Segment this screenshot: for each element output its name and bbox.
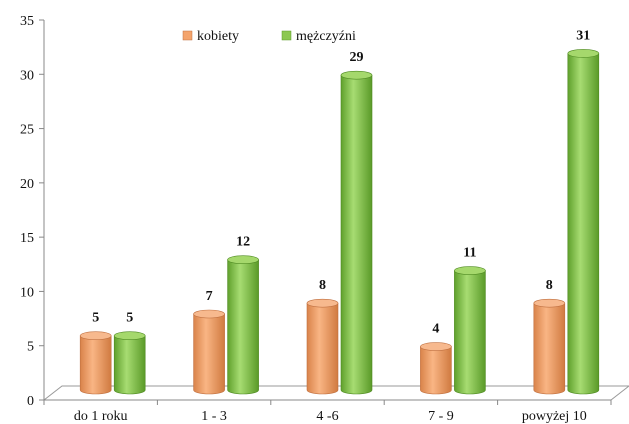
x-tick-label: 1 - 3 (201, 409, 227, 424)
legend-swatch-mezczyzni (281, 30, 292, 41)
legend: kobiety mężczyźni (182, 29, 356, 44)
x-tick-label: 7 - 9 (428, 409, 454, 424)
bar-body (306, 302, 339, 395)
y-tick-label: 10 (20, 285, 34, 300)
y-axis-ticks: 0 5 10 15 20 25 30 35 (20, 14, 44, 409)
bar-top (340, 70, 373, 80)
bar-kobiety-4 (533, 298, 566, 395)
bar-mezczyzni-3 (454, 266, 486, 395)
data-label: 29 (350, 50, 364, 65)
bar-top (533, 298, 566, 308)
data-label: 8 (546, 278, 553, 293)
bar-top (79, 331, 112, 341)
data-label: 5 (126, 311, 133, 326)
x-tick-label: powyżej 10 (522, 409, 587, 424)
data-labels: 5 5 7 12 8 29 4 11 8 31 (92, 28, 590, 336)
legend-label-mezczyzni: mężczyźni (296, 29, 356, 44)
y-tick-label: 25 (20, 123, 34, 138)
bar-body (340, 74, 373, 395)
bar-body (79, 335, 112, 395)
bar-mezczyzni-4 (567, 49, 600, 395)
bar-body (533, 302, 566, 395)
data-label: 11 (463, 246, 476, 261)
y-tick-label: 30 (20, 68, 34, 83)
bar-mezczyzni-2 (340, 70, 373, 395)
bar-top (420, 342, 452, 351)
legend-label-kobiety: kobiety (197, 29, 239, 44)
bar-body (420, 346, 452, 395)
y-tick-label: 20 (20, 177, 34, 192)
bar-mezczyzni-0 (113, 331, 146, 395)
bar-top (306, 298, 339, 308)
bar-top (227, 255, 259, 265)
data-label: 8 (319, 278, 326, 293)
bar-body (567, 53, 600, 395)
y-tick-label: 5 (27, 340, 34, 355)
data-label: 5 (92, 311, 99, 326)
bar-body (113, 335, 146, 395)
y-tick-label: 15 (20, 231, 34, 246)
bar-body (193, 313, 225, 395)
chart-axes (43, 20, 611, 401)
data-label: 12 (236, 235, 250, 250)
bar-body (454, 270, 486, 395)
x-tick-label: do 1 roku (74, 409, 128, 424)
bar-top (454, 266, 486, 275)
bar-body (227, 259, 259, 395)
bar-top (113, 331, 146, 341)
data-label: 7 (206, 289, 213, 304)
bar-top (193, 309, 225, 319)
y-tick-label: 35 (20, 14, 34, 29)
data-label: 31 (576, 28, 590, 43)
bars (79, 49, 600, 395)
bar-kobiety-0 (79, 331, 112, 395)
bar-mezczyzni-1 (227, 255, 259, 395)
bar-kobiety-1 (193, 309, 225, 395)
bar-kobiety-2 (306, 298, 339, 395)
data-label: 4 (432, 322, 439, 337)
legend-swatch-kobiety (182, 30, 193, 41)
bar-kobiety-3 (420, 342, 452, 395)
x-axis-ticks: do 1 roku 1 - 3 4 -6 7 - 9 powyżej 10 (43, 400, 612, 424)
y-tick-label: 0 (27, 394, 34, 409)
x-tick-label: 4 -6 (316, 409, 338, 424)
bar-top (567, 49, 600, 58)
